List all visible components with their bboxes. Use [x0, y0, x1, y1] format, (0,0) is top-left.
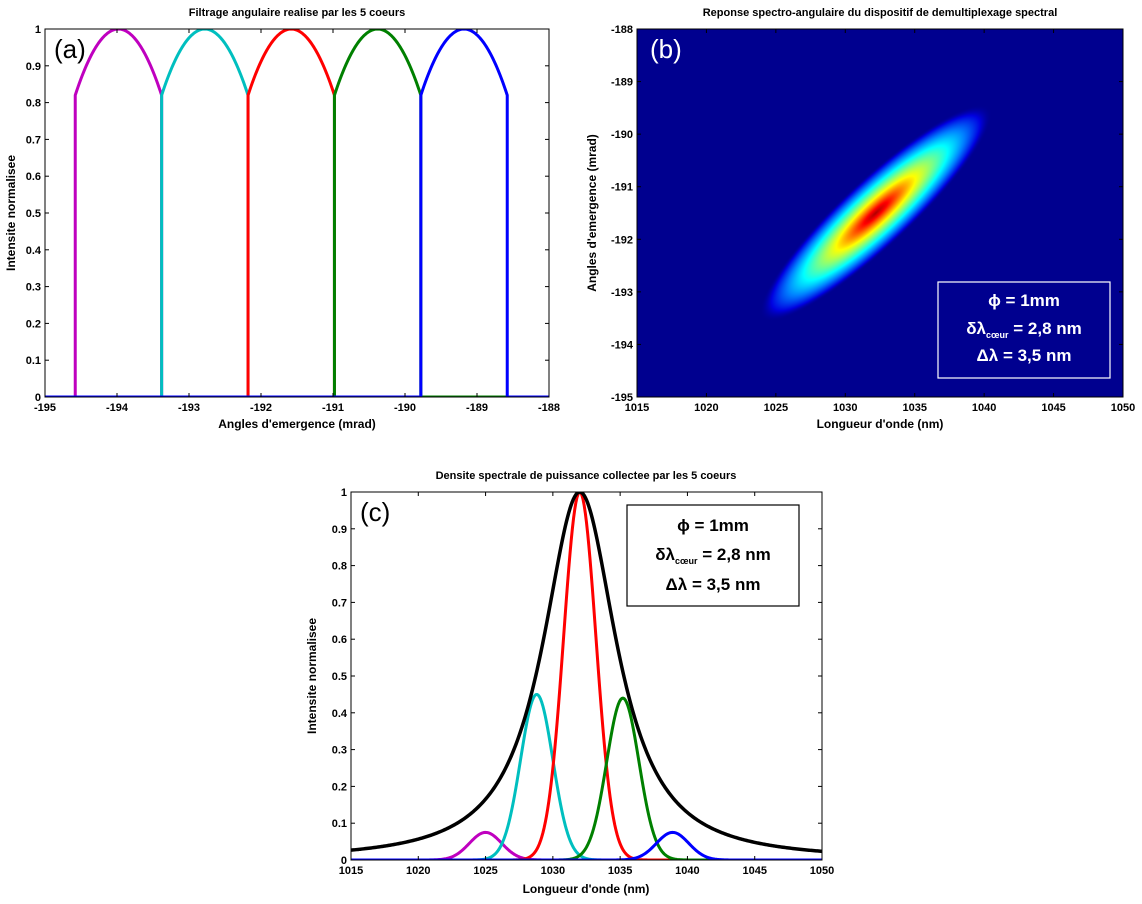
- panel-c-ytick-label: 0.4: [332, 708, 348, 720]
- panel-c-xtick-label: 1035: [608, 865, 632, 877]
- panel-b-xtick-label: 1040: [972, 402, 996, 414]
- panel-b-ylabel: Angles d'emergence (mrad): [585, 134, 599, 292]
- panel-c-ytick-label: 0.6: [332, 634, 347, 646]
- panel-a-plot-area: [45, 29, 549, 397]
- panel-c-ytick-label: 0.3: [332, 745, 347, 757]
- panel-c-ytick-label: 0.8: [332, 561, 347, 573]
- panel-a-ytick-label: 1: [35, 24, 41, 36]
- panel-b-title: Reponse spectro-angulaire du dispositif …: [703, 7, 1058, 19]
- panel-a-xtick-label: -194: [106, 402, 129, 414]
- panel-b-xtick-label: 1050: [1111, 402, 1135, 414]
- panel-a-ytick-label: 0.3: [26, 282, 41, 294]
- panel-c-ytick-label: 1: [341, 487, 347, 499]
- panel-a-ticks: -195 -194 -193 -192 -191 -190 -189 -188 0 0.1 0.2 0…: [26, 24, 560, 414]
- panel-c-annotation-box: ϕ = 1mm δλcœur = 2,8 nm Δλ = 3,5 nm: [626, 504, 800, 607]
- panel-b-xtick-label: 1035: [902, 402, 926, 414]
- heatmap-plot-area: [759, 104, 992, 322]
- panel-a-ytick-label: 0.4: [26, 245, 42, 257]
- panel-b-annotation-line3: Δλ = 3,5 nm: [977, 346, 1072, 365]
- panel-a-ytick-label: 0.5: [26, 208, 41, 220]
- panel-a-axes-box: [44, 28, 550, 398]
- panel-a-series-magenta: [45, 29, 549, 397]
- panel-b-xtick-label: 1045: [1041, 402, 1065, 414]
- panel-b-ytick-label: -194: [611, 339, 634, 351]
- panel-a-xtick-label: -189: [466, 402, 488, 414]
- panel-a-xtick-label: -190: [394, 402, 416, 414]
- panel-c-series-black: [351, 492, 822, 854]
- panel-b-annotation-line1: ϕ = 1mm: [988, 291, 1060, 310]
- panel-c-series-red: [351, 492, 822, 860]
- panel-b-ytick-label: -193: [611, 287, 633, 299]
- heatmap-peak: [759, 104, 992, 322]
- panel-c-annotation-line3: Δλ = 3,5 nm: [666, 575, 761, 594]
- panel-a-ytick-label: 0.7: [26, 134, 41, 146]
- panel-b-annotation-box: ϕ = 1mm δλcœur = 2,8 nm Δλ = 3,5 nm: [937, 281, 1111, 379]
- panel-b-ytick-label: -189: [611, 77, 633, 89]
- panel-c-ytick-label: 0.2: [332, 781, 347, 793]
- panel-c-ytick-label: 0.9: [332, 524, 347, 536]
- panel-b-xtick-label: 1020: [694, 402, 718, 414]
- panel-b-ytick-label: -188: [611, 24, 633, 36]
- panel-b-xtick-label: 1025: [764, 402, 788, 414]
- panel-a-ytick-label: 0.2: [26, 318, 41, 330]
- panel-b-ytick-label: -190: [611, 129, 633, 141]
- panel-a-series-green: [45, 29, 549, 397]
- panel-a-ytick-label: 0: [35, 392, 41, 404]
- panel-a-xtick-label: -192: [250, 402, 272, 414]
- panel-c-ticks: 1015 1020 1025 1030 1035 1040 1045 1050 0 0.1 0.2 0…: [332, 487, 835, 877]
- panel-c-xtick-label: 1045: [742, 865, 766, 877]
- panel-a-xtick-label: -191: [322, 402, 344, 414]
- panel-c-ytick-label: 0.5: [332, 671, 347, 683]
- panel-b-ytick-label: -191: [611, 182, 633, 194]
- panel-b: Reponse spectro-angulaire du dispositif …: [585, 7, 1135, 431]
- panel-b-annotation-line2: δλcœur = 2,8 nm: [966, 319, 1082, 340]
- panel-c-ytick-label: 0: [341, 855, 347, 867]
- panel-a-ytick-label: 0.6: [26, 171, 41, 183]
- panel-c-xtick-label: 1040: [675, 865, 699, 877]
- panel-c-series-green: [351, 696, 822, 860]
- panel-b-axes-box: [636, 28, 1124, 398]
- panel-b-xtick-label: 1015: [625, 402, 649, 414]
- panel-b-ytick-label: -195: [611, 392, 633, 404]
- panel-c-label: (c): [360, 497, 390, 527]
- panel-a-label: (a): [54, 34, 86, 64]
- panel-a-ylabel: Intensite normalisee: [4, 155, 18, 271]
- panel-c-ytick-label: 0.1: [332, 818, 347, 830]
- panel-a-ytick-label: 0.8: [26, 98, 41, 110]
- panel-c-annotation-line2: δλcœur = 2,8 nm: [655, 545, 771, 566]
- panel-a-xtick-label: -195: [34, 402, 56, 414]
- panel-b-ytick-label: -192: [611, 234, 633, 246]
- panel-a-title: Filtrage angulaire realise par les 5 coe…: [189, 7, 405, 19]
- panel-a-xtick-label: -188: [538, 402, 560, 414]
- panel-a-series-red: [45, 29, 549, 397]
- panel-c-series-cyan: [351, 692, 822, 860]
- panel-c-xtick-label: 1030: [541, 865, 565, 877]
- panel-c-xtick-label: 1025: [473, 865, 497, 877]
- panel-c-xtick-label: 1015: [339, 865, 363, 877]
- panel-b-label: (b): [650, 34, 682, 64]
- panel-b-ticks: 1015 1020 1025 1030 1035 1040 1045 1050 -188 -189…: [611, 24, 1135, 414]
- panel-c-ylabel: Intensite normalisee: [305, 618, 319, 734]
- panel-a-series-blue: [45, 29, 549, 397]
- panel-b-xtick-label: 1030: [833, 402, 857, 414]
- panel-c-ytick-label: 0.7: [332, 597, 347, 609]
- panel-c: Densite spectrale de puissance collectee…: [305, 470, 834, 896]
- panel-a-ytick-label: 0.9: [26, 61, 41, 73]
- panel-a-ytick-label: 0.1: [26, 355, 41, 367]
- panel-c-xlabel: Longueur d'onde (nm): [523, 882, 650, 896]
- panel-c-xtick-label: 1020: [406, 865, 430, 877]
- panel-c-xtick-label: 1050: [810, 865, 834, 877]
- panel-a: Filtrage angulaire realise par les 5 coe…: [4, 7, 560, 431]
- panel-c-title: Densite spectrale de puissance collectee…: [436, 470, 737, 482]
- panel-b-xlabel: Longueur d'onde (nm): [817, 417, 944, 431]
- panel-a-xtick-label: -193: [178, 402, 200, 414]
- heatmap-blob: [759, 104, 992, 322]
- panel-a-xlabel: Angles d'emergence (mrad): [218, 417, 376, 431]
- panel-c-annotation-line1: ϕ = 1mm: [677, 516, 749, 535]
- panel-a-series-cyan: [45, 29, 549, 397]
